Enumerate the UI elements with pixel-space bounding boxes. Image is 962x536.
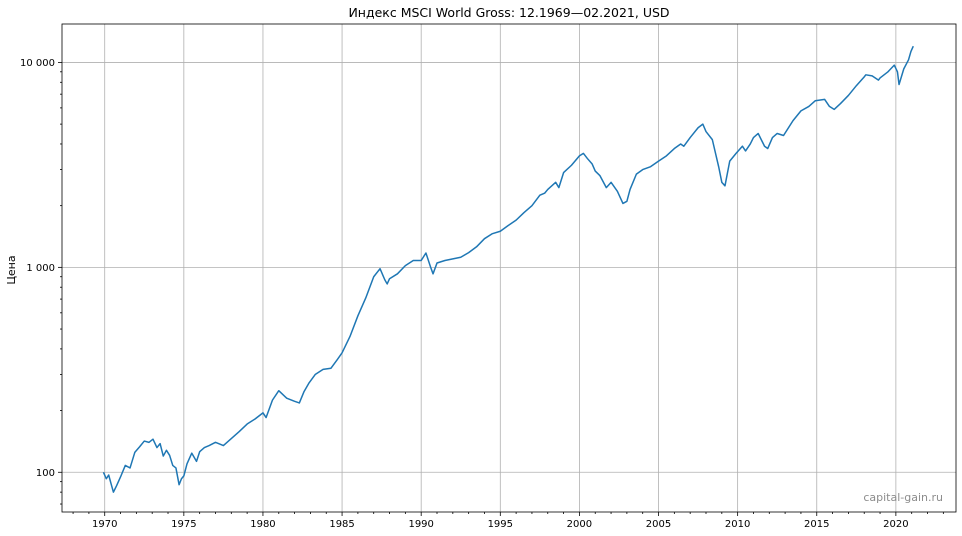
y-axis-label: Цена — [5, 255, 18, 284]
series-layer — [102, 45, 914, 493]
x-tick-label: 1975 — [171, 519, 196, 530]
x-tick-label: 1970 — [92, 519, 117, 530]
x-tick-label: 2015 — [804, 519, 829, 530]
x-tick-label: 2020 — [883, 519, 908, 530]
x-tick-label: 2000 — [567, 519, 592, 530]
axes: 1970 1975 1980 1985 1990 1995 2000 2005 2010 2015… — [20, 58, 944, 530]
x-tick-label: 2010 — [725, 519, 750, 530]
y-tick-label: 10 000 — [20, 58, 55, 69]
y-tick-label: 1 000 — [26, 263, 55, 274]
grid — [62, 24, 956, 512]
plot-frame — [61, 23, 957, 513]
watermark: capital-gain.ru — [863, 491, 943, 504]
x-tick-label: 1985 — [329, 519, 354, 530]
y-tick-label: 100 — [36, 468, 55, 479]
chart-title: Индекс MSCI World Gross: 12.1969—02.2021… — [348, 5, 669, 20]
x-tick-label: 1980 — [250, 519, 275, 530]
x-tick-label: 1990 — [408, 519, 433, 530]
x-tick-label: 2005 — [646, 519, 671, 530]
x-tick-label: 1995 — [488, 519, 513, 530]
series-line — [102, 45, 914, 493]
